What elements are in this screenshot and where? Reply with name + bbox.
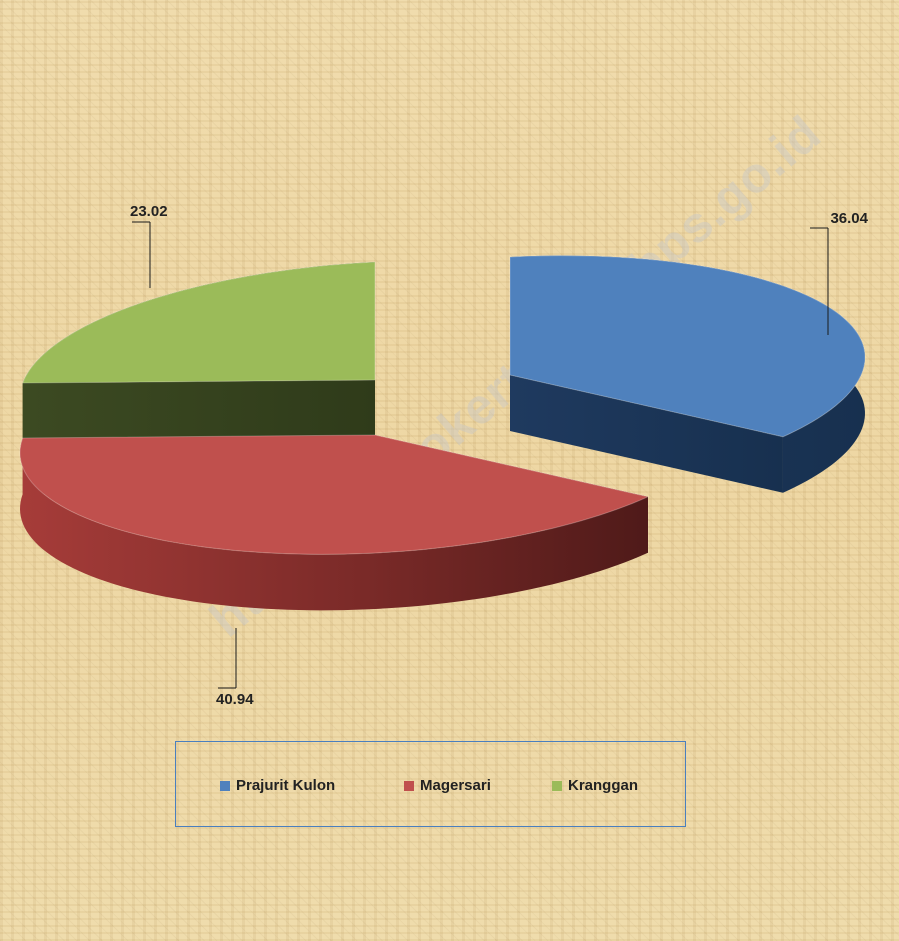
legend-swatch xyxy=(404,780,414,791)
slice-prajurit-kulon xyxy=(509,255,866,438)
legend-label: Kranggan xyxy=(568,777,639,794)
legend: Prajurit Kulon Magersari Kranggan xyxy=(175,741,686,827)
slice-side-kranggan xyxy=(22,380,375,439)
legend-swatch xyxy=(552,780,562,791)
slice-kranggan xyxy=(22,261,376,384)
slice-side-prajurit-kulon xyxy=(510,375,783,493)
legend-label: Prajurit Kulon xyxy=(236,777,336,794)
data-label-magersari: 40.94 xyxy=(216,691,254,708)
slice-wall-magersari xyxy=(20,437,648,611)
slice-magersari xyxy=(19,434,650,555)
legend-item-kranggan: Kranggan xyxy=(552,777,638,794)
legend-item-magersari: Magersari xyxy=(404,777,491,794)
data-label-kranggan: 23.02 xyxy=(130,203,168,220)
data-label-prajurit-kulon: 36.04 xyxy=(830,210,868,227)
legend-swatch xyxy=(220,780,230,791)
legend-item-prajurit-kulon: Prajurit Kulon xyxy=(220,777,335,794)
legend-label: Magersari xyxy=(420,777,491,794)
